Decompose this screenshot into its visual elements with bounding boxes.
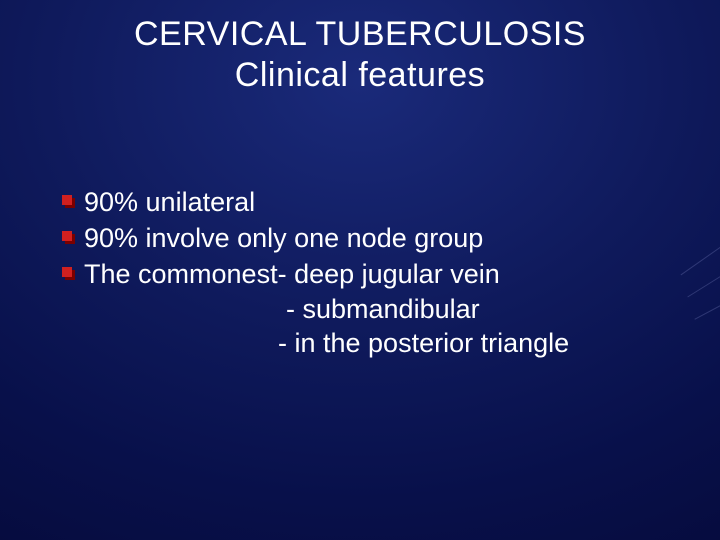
body-block: 90% unilateral 90% involve only one node… — [62, 186, 680, 361]
decoration-line — [694, 300, 720, 320]
decoration-line — [687, 270, 720, 297]
decoration-line — [681, 240, 720, 275]
bullet-text: 90% involve only one node group — [84, 222, 483, 256]
bullet-item: 90% unilateral — [62, 186, 680, 220]
bullet-item: 90% involve only one node group — [62, 222, 680, 256]
sub-line: - submandibular — [62, 293, 680, 327]
sub-line: - in the posterior triangle — [62, 327, 680, 361]
bullet-icon — [62, 195, 76, 209]
bullet-icon — [62, 231, 76, 245]
bullet-text: The commonest- deep jugular vein — [84, 258, 500, 292]
bullet-text: 90% unilateral — [84, 186, 255, 220]
bullet-item: The commonest- deep jugular vein — [62, 258, 680, 292]
title-line-2: Clinical features — [0, 55, 720, 96]
slide: CERVICAL TUBERCULOSIS Clinical features … — [0, 0, 720, 540]
bullet-icon — [62, 267, 76, 281]
title-line-1: CERVICAL TUBERCULOSIS — [0, 14, 720, 55]
title-block: CERVICAL TUBERCULOSIS Clinical features — [0, 14, 720, 96]
